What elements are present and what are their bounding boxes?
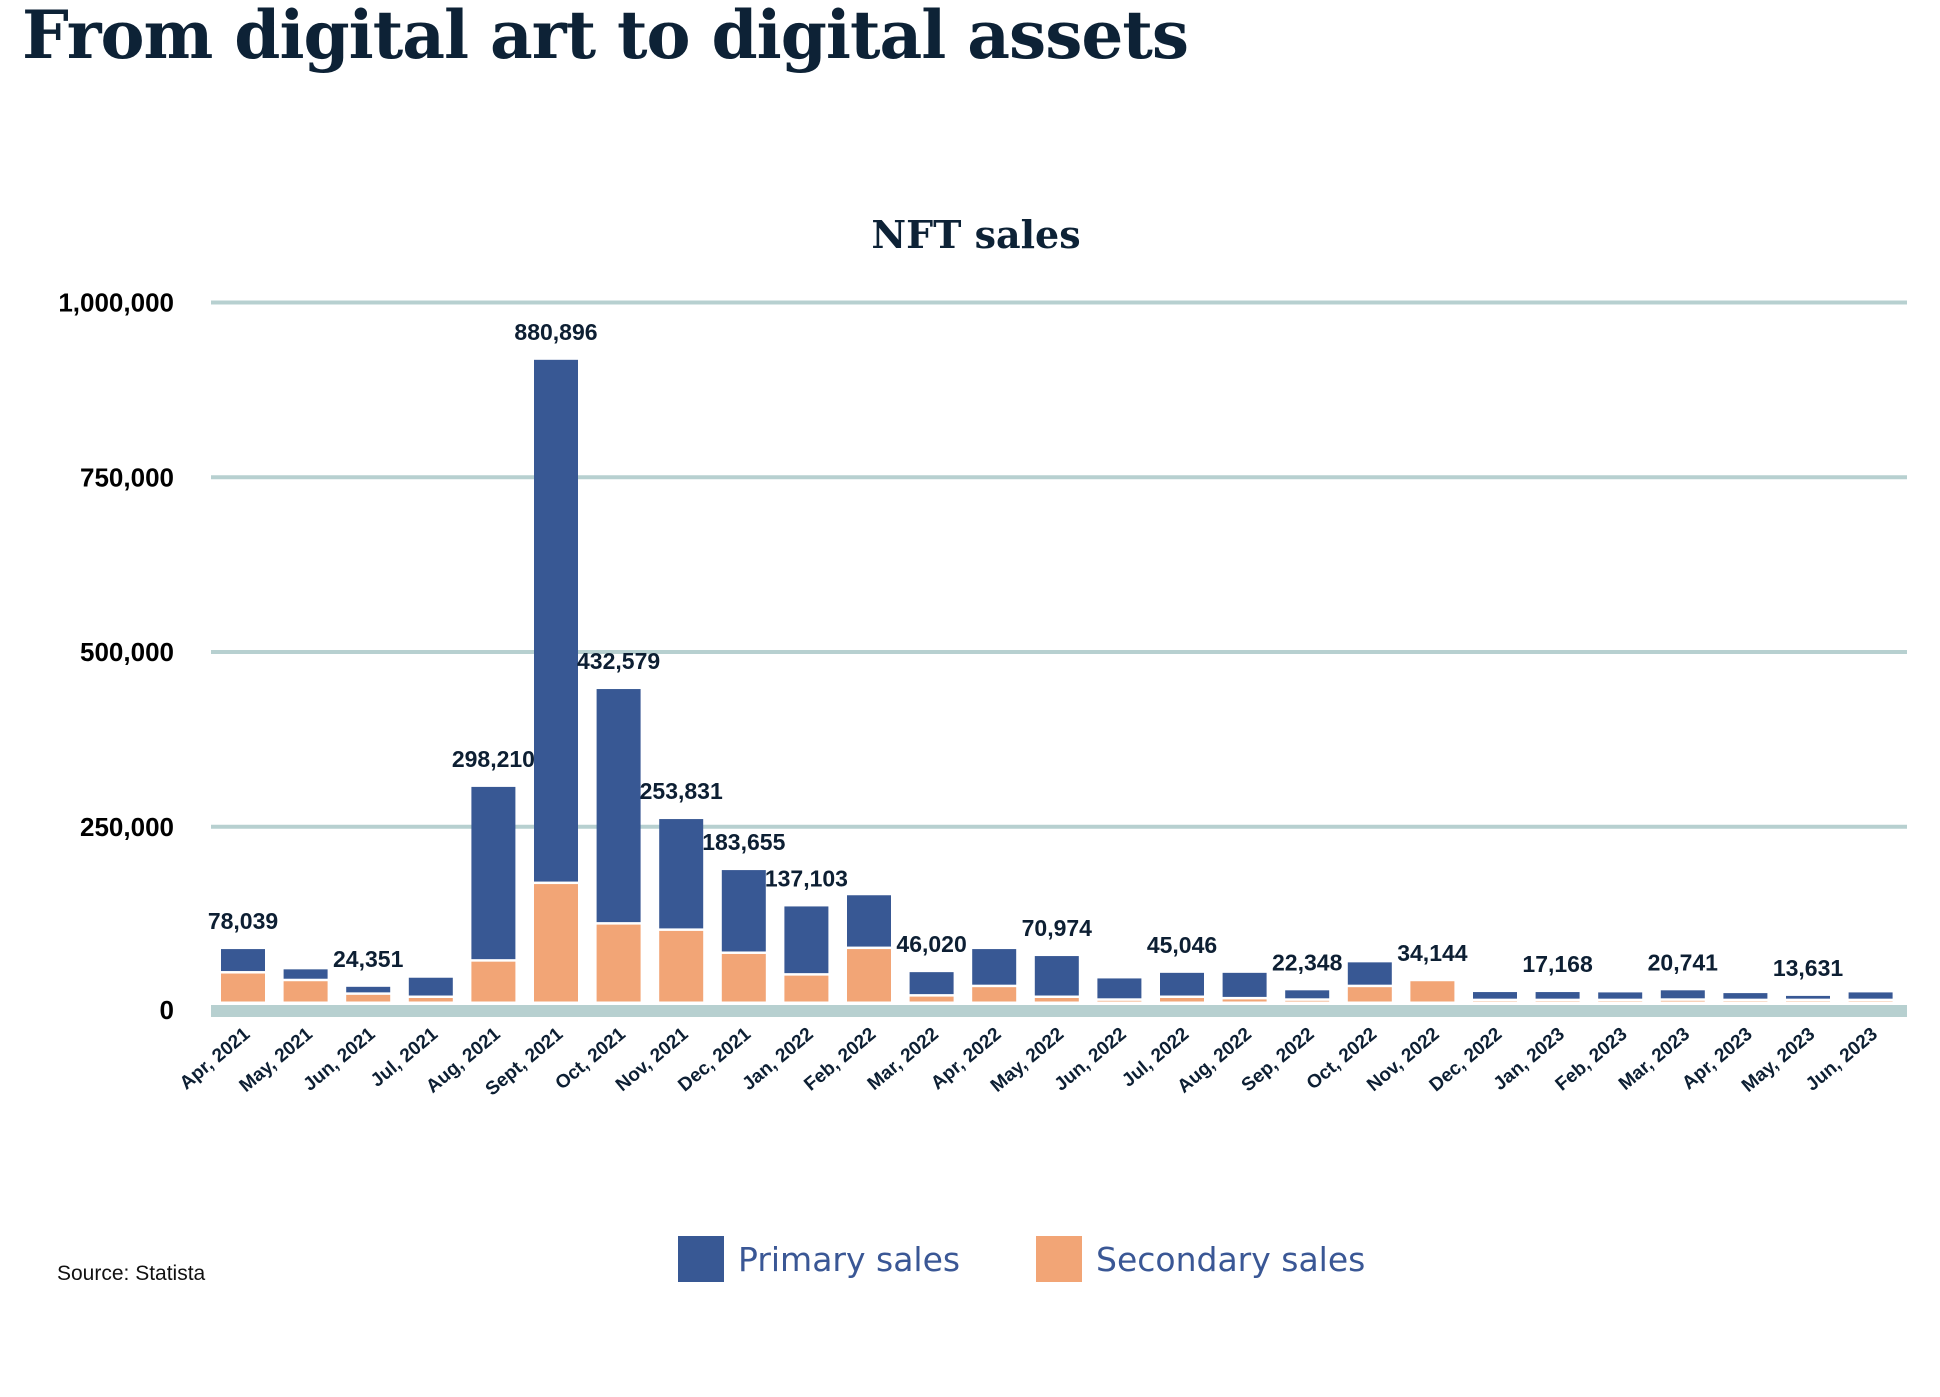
gridlines [211, 300, 1907, 1017]
bar-primary [972, 949, 1017, 985]
legend-label-secondary: Secondary sales [1096, 1239, 1366, 1279]
y-tick-label: 500,000 [80, 637, 174, 667]
gridline [211, 650, 1907, 654]
bar-primary [408, 977, 453, 996]
data-label: 17,168 [1522, 951, 1593, 977]
bar-primary [1535, 992, 1580, 999]
secondary-swatch [1036, 1236, 1082, 1282]
gridline [211, 475, 1907, 480]
bar-secondary [1222, 999, 1267, 1002]
bar-primary [1285, 990, 1330, 999]
page-title: From digital art to digital assets [22, 0, 1189, 74]
bar-primary [1660, 990, 1705, 999]
data-label: 20,741 [1648, 949, 1719, 975]
bar-secondary [784, 975, 829, 1002]
y-tick-label: 750,000 [80, 462, 174, 492]
bar-secondary [1034, 998, 1079, 1002]
data-label: 46,020 [896, 931, 966, 957]
gridline [211, 300, 1907, 305]
y-tick-label: 250,000 [80, 812, 174, 842]
data-label: 137,103 [765, 865, 848, 891]
data-label: 34,144 [1397, 940, 1468, 966]
bar-primary [1473, 992, 1517, 999]
data-labels: 78,039 24,351 298,210 880,896 432,579 253,831… [208, 319, 1844, 981]
bar-primary [471, 786, 516, 960]
bar-primary [1723, 993, 1768, 999]
bar-secondary [283, 981, 328, 1002]
bar-secondary [847, 949, 891, 1002]
chart-title: NFT sales [871, 212, 1080, 257]
bar-primary [1786, 995, 1830, 999]
bar-primary [784, 906, 829, 974]
data-label: 24,351 [333, 946, 404, 972]
legend-label-primary: Primary sales [738, 1239, 961, 1279]
bar-primary [847, 895, 891, 947]
bar-primary [1598, 992, 1643, 999]
baseline [211, 1005, 1907, 1017]
legend-item-primary: Primary sales [678, 1236, 960, 1282]
bar-secondary [972, 987, 1017, 1002]
bar-secondary [408, 998, 453, 1002]
bar-primary [909, 972, 954, 995]
data-label: 253,831 [640, 778, 723, 804]
data-label: 78,039 [208, 908, 278, 934]
bar-secondary [1285, 1000, 1330, 1002]
bar-secondary [721, 953, 766, 1002]
primary-swatch [678, 1236, 724, 1282]
bar-primary [1097, 978, 1142, 999]
bar-primary [283, 969, 328, 979]
bar-primary [1848, 992, 1893, 999]
bar-secondary [1410, 981, 1455, 1002]
data-label: 880,896 [514, 319, 597, 345]
source-note: Source: Statista [57, 1262, 206, 1285]
data-label: 298,210 [452, 746, 535, 772]
bar-primary [1034, 956, 1079, 996]
bar-primary [534, 359, 578, 882]
bar-primary [346, 986, 391, 993]
bar-secondary [659, 930, 704, 1002]
bar-secondary [596, 924, 641, 1002]
bar-primary [1222, 972, 1267, 997]
bar-secondary [1097, 1000, 1142, 1002]
bar-primary [221, 949, 265, 972]
data-label: 13,631 [1773, 955, 1844, 981]
bar-secondary [909, 996, 954, 1002]
bar-primary [1160, 972, 1204, 996]
gridline [211, 824, 1907, 829]
bar-primary [596, 689, 641, 923]
bar-secondary [346, 994, 391, 1002]
data-label: 45,046 [1147, 932, 1217, 958]
bar-secondary [471, 961, 516, 1002]
y-tick-label: 0 [160, 995, 174, 1025]
bar-primary [1347, 962, 1392, 985]
bar-secondary [1347, 987, 1392, 1002]
data-label: 22,348 [1272, 949, 1343, 975]
bar-secondary [221, 973, 265, 1002]
bar-primary [721, 870, 766, 952]
y-tick-label: 1,000,000 [58, 288, 174, 318]
y-axis: 0 250,000 500,000 750,000 1,000,000 [58, 288, 174, 1026]
bar-primary [659, 819, 704, 929]
bar-secondary [534, 884, 578, 1002]
data-label: 70,974 [1022, 915, 1093, 941]
legend-item-secondary: Secondary sales [1036, 1236, 1365, 1282]
bar-secondary [1160, 998, 1204, 1002]
data-label: 183,655 [702, 829, 785, 855]
bar-secondary [1660, 1000, 1705, 1002]
data-label: 432,579 [577, 648, 660, 674]
bars [221, 359, 1893, 1002]
